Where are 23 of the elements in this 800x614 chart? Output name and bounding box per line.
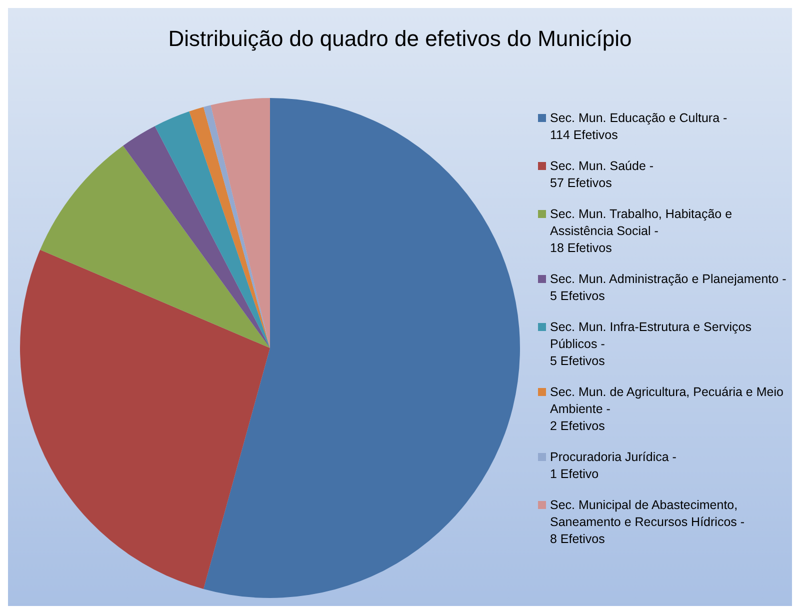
legend-label: Sec. Mun. Trabalho, Habitação e Assistência Social - (550, 207, 732, 238)
data-label: 57 Efetivos (550, 176, 612, 190)
pie-slice (189, 107, 270, 348)
legend-label: Sec. Mun. Administração e Planejamento - (550, 272, 786, 286)
data-label: 8 Efetivos (550, 532, 605, 546)
pie-slice (40, 146, 270, 348)
pie-slice (123, 126, 270, 348)
data-label: 18 Efetivos (550, 241, 612, 255)
data-label: 114 Efetivos (550, 128, 618, 142)
pie-slice (154, 111, 270, 348)
pie-slice (20, 250, 270, 589)
data-label: 5 Efetivos (550, 354, 605, 368)
chart-title: Distribuição do quadro de efetivos do Município (167, 25, 633, 53)
legend-label: Sec. Mun. de Agricultura, Pecuária e Meio Ambiente - (550, 385, 784, 416)
data-label: 5 Efetivos (550, 289, 605, 303)
data-label: 1 Efetivo (550, 467, 599, 481)
legend-label: Sec. Mun. Infra-Estrutura e Serviços Públicos - (550, 320, 752, 351)
pie-slice (203, 98, 520, 598)
legend-label: Procuradoria Jurídica - (550, 450, 676, 464)
data-label: 2 Efetivos (550, 419, 605, 433)
legend-label: Sec. Mun. Saúde - (550, 159, 654, 173)
legend-label: Sec. Municipal de Abastecimento, Saneamento e Recursos Hídricos - (550, 498, 745, 529)
legend-label: Sec. Mun. Educação e Cultura - (550, 111, 728, 125)
